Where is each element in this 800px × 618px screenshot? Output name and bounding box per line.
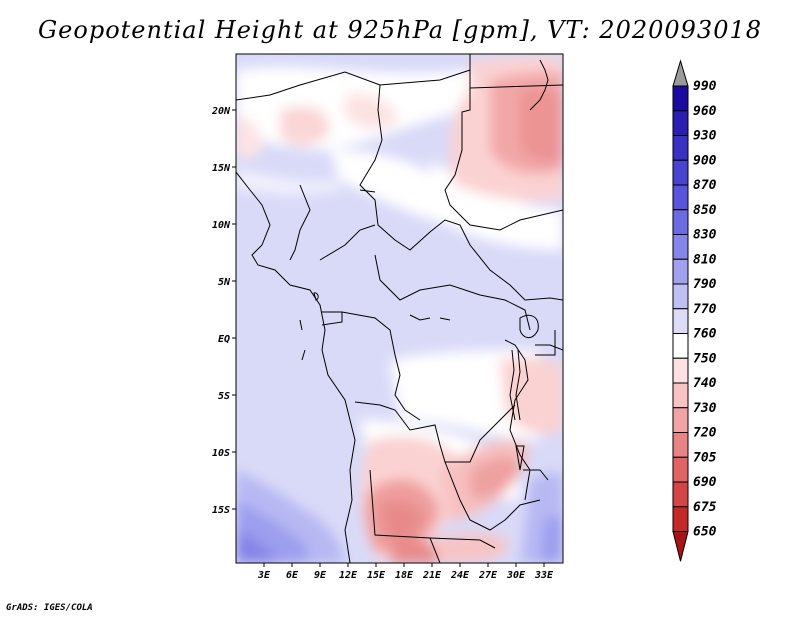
colorbar-label: 870 [693,178,717,193]
colorbar-swatch [672,135,689,161]
colorbar-swatch [672,85,689,112]
lat-label: 20N [211,106,231,117]
colorbar-swatch [672,209,689,235]
lon-label: 18E [395,570,414,581]
lon-label: 15E [367,570,386,581]
lon-label: 21E [422,570,442,581]
colorbar-label: 790 [693,277,717,292]
lon-label: 9E [314,570,327,581]
colorbar-label: 705 [693,450,717,465]
lon-label: 33E [534,570,554,581]
colorbar-label: 830 [693,228,717,243]
colorbar-label: 850 [693,203,717,218]
colorbar-swatch [672,382,689,409]
colorbar-label: 730 [693,401,717,416]
colorbar: 990 960 930 900 870 850 830 810 790 770 760 750 740 7… [672,59,717,562]
lon-label: 27E [478,570,498,581]
map-frame [235,53,564,564]
lat-label: 5N [218,277,231,288]
colorbar-swatch [672,456,689,483]
colorbar-swatch [672,184,689,211]
colorbar-label: 760 [693,327,717,342]
colorbar-lower-arrow [672,531,689,562]
colorbar-swatch [672,159,689,186]
colorbar-swatch [672,234,689,260]
political-boundaries [236,54,563,563]
colorbar-label: 960 [693,104,717,119]
grads-credit: GrADS: IGES/COLA [6,603,93,613]
colorbar-swatch [672,506,689,532]
colorbar-label: 650 [693,525,717,540]
colorbar-label: 690 [693,475,717,490]
colorbar-swatch [672,432,689,458]
colorbar-label: 750 [693,351,717,366]
colorbar-label: 720 [693,426,717,441]
colorbar-upper-arrow [672,59,689,87]
colorbar-label: 770 [693,302,717,317]
colorbar-swatch [672,407,689,433]
lat-label: 15S [212,505,230,516]
colorbar-label: 675 [693,500,717,515]
colorbar-swatch [672,258,689,285]
colorbar-label: 990 [693,79,717,94]
lon-label: 30E [506,570,526,581]
colorbar-swatch [672,333,689,359]
lat-label: EQ [218,334,230,345]
lon-label: 6E [286,570,299,581]
lat-label: 10N [212,220,231,231]
colorbar-swatch [672,481,689,508]
lat-label: 10S [212,448,230,459]
colorbar-swatch [672,110,689,136]
colorbar-swatch [672,357,689,384]
lon-label: 24E [450,570,470,581]
colorbar-swatch [672,308,689,334]
colorbar-label: 900 [693,153,717,168]
map-title: Geopotential Height at 925hPa [gpm], VT:… [38,16,762,44]
colorbar-swatch [672,283,689,310]
colorbar-label: 810 [693,252,717,267]
lat-label: 5S [218,391,230,402]
colorbar-label: 930 [693,129,717,144]
lat-label: 15N [212,163,231,174]
lon-label: 12E [339,570,358,581]
colorbar-label: 740 [693,376,717,391]
height-field [236,54,563,563]
lon-label: 3E [257,570,271,581]
